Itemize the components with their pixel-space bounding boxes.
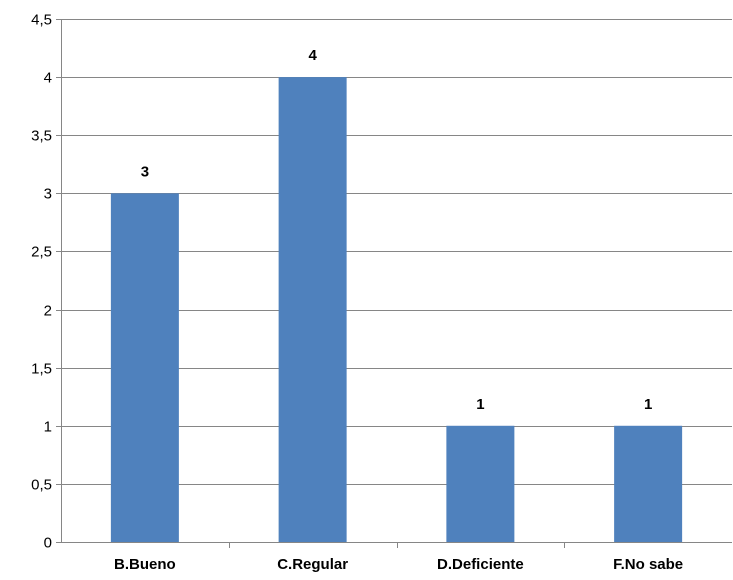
labels: 0 0,5 1 1,5 2 2,5 3 3,5 4 4,5 B.Bueno 3 C.Regular 4 D.… <box>31 12 683 574</box>
data-label-1: 4 <box>308 47 317 64</box>
data-label-3: 1 <box>644 396 652 413</box>
bar-3 <box>614 425 683 542</box>
data-label-0: 3 <box>141 163 149 180</box>
y-tick-label-9: 4,5 <box>31 12 52 29</box>
y-tick-label-0: 0 <box>44 535 52 552</box>
y-tick-label-6: 3 <box>44 186 52 203</box>
x-tick-label-0: B.Bueno <box>114 556 176 573</box>
y-tick-label-5: 2,5 <box>31 244 52 261</box>
y-tick-label-1: 0,5 <box>31 477 52 494</box>
bars <box>110 77 683 543</box>
y-tick-label-3: 1,5 <box>31 361 52 378</box>
x-tick-label-1: C.Regular <box>277 556 348 573</box>
axes <box>56 19 732 548</box>
bar-1 <box>278 77 347 542</box>
y-tick-label-2: 1 <box>44 419 52 436</box>
bar-2 <box>446 425 515 542</box>
x-tick-label-2: D.Deficiente <box>437 556 524 573</box>
y-tick-label-4: 2 <box>44 303 52 320</box>
y-tick-label-7: 3,5 <box>31 128 52 145</box>
data-label-2: 1 <box>476 396 484 413</box>
x-tick-label-3: F.No sabe <box>613 556 683 573</box>
bar-0 <box>110 193 179 543</box>
y-tick-label-8: 4 <box>44 70 52 87</box>
